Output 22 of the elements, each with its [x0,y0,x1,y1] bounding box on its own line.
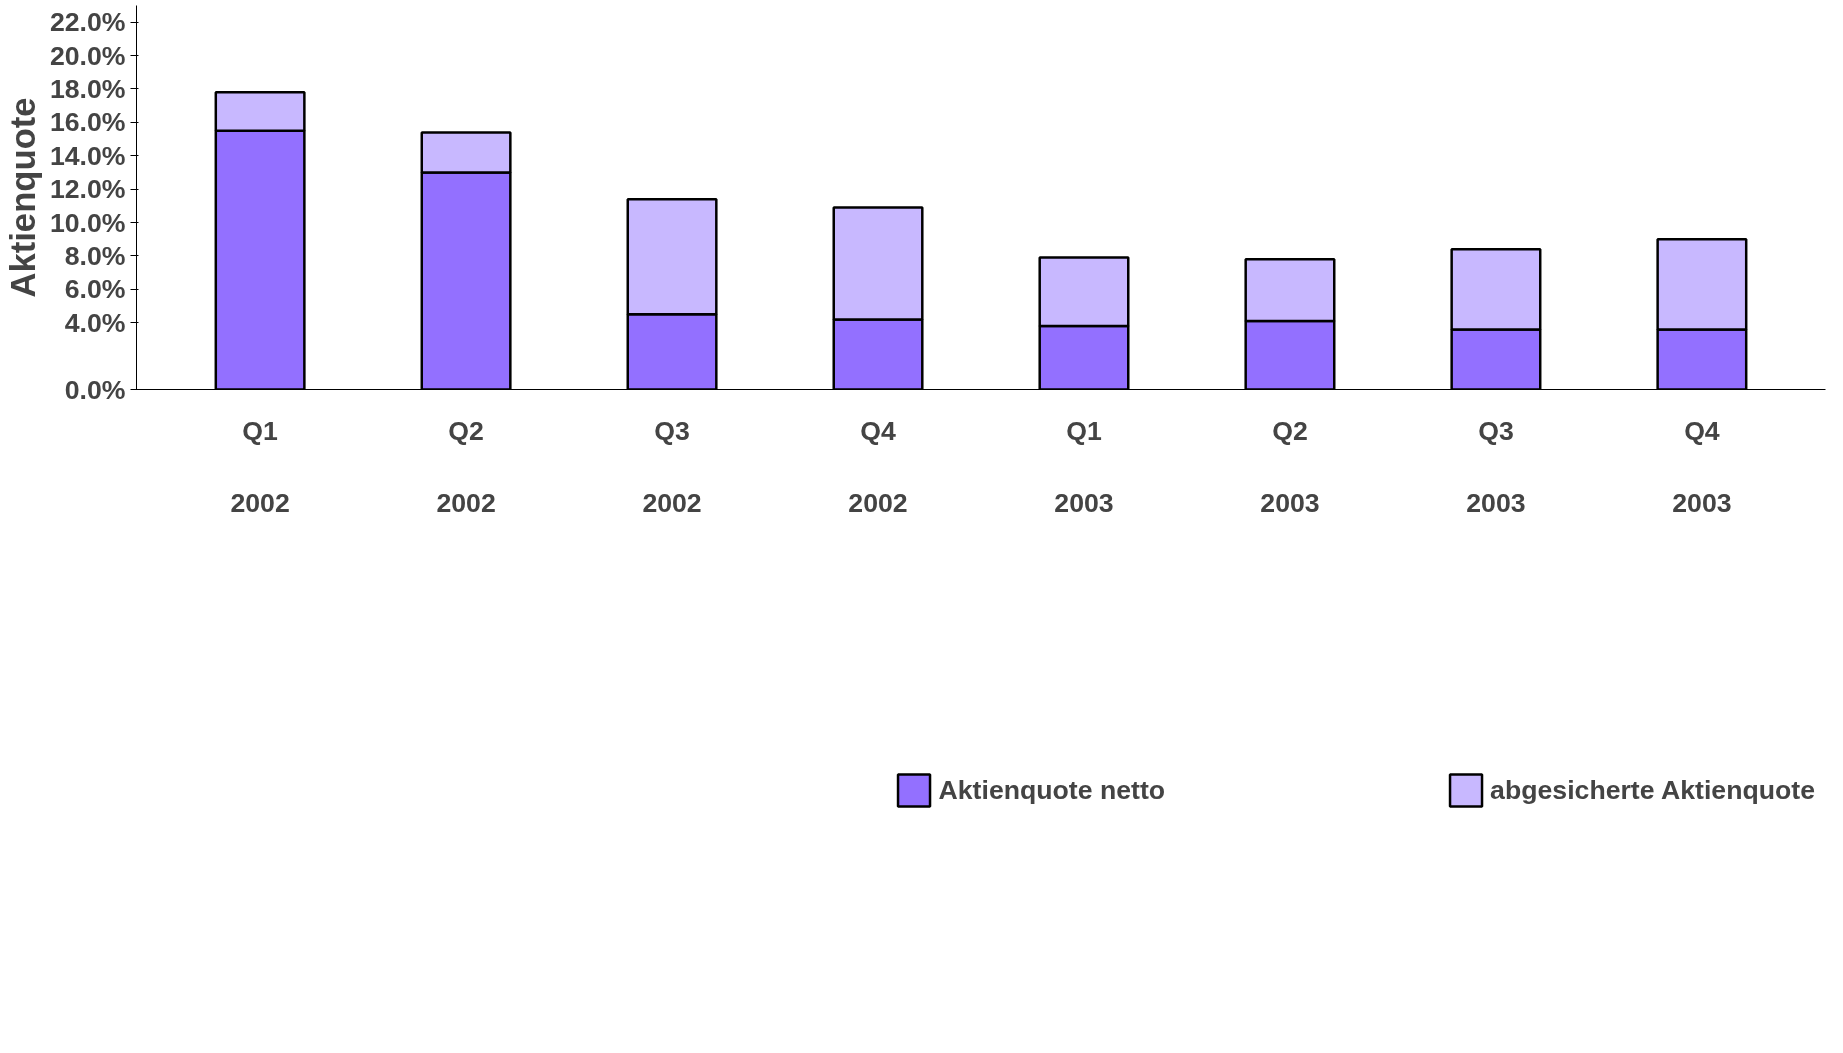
legend-label: Aktienquote netto [938,774,1166,806]
y-tick-label: 16.0% [49,107,126,138]
y-axis-title: Aktienquote [3,97,42,298]
y-tick-label: 8.0% [64,240,126,271]
category-label: Q4 2002 [848,415,908,518]
y-tick-label: 14.0% [49,140,126,171]
category-label: Q3 2003 [1466,415,1526,518]
y-tick-label: 18.0% [49,73,126,104]
category-label: Q2 2002 [436,415,496,518]
y-tick-label: 6.0% [64,274,126,305]
category-label: Q1 2002 [230,415,290,518]
category-label: Q2 2003 [1260,415,1320,518]
y-tick-label: 4.0% [64,307,126,338]
y-tick-label: 20.0% [49,40,126,71]
y-tick-label: 22.0% [49,7,126,38]
category-label: Q3 2002 [642,415,702,518]
y-tick-label: 10.0% [49,207,126,238]
y-tick-label: 12.0% [49,174,126,205]
category-label: Q1 2003 [1054,415,1114,518]
y-tick-label: 0.0% [64,374,126,405]
legend-label: abgesicherte Aktienquote [1490,774,1815,806]
category-label: Q4 2003 [1672,415,1732,518]
